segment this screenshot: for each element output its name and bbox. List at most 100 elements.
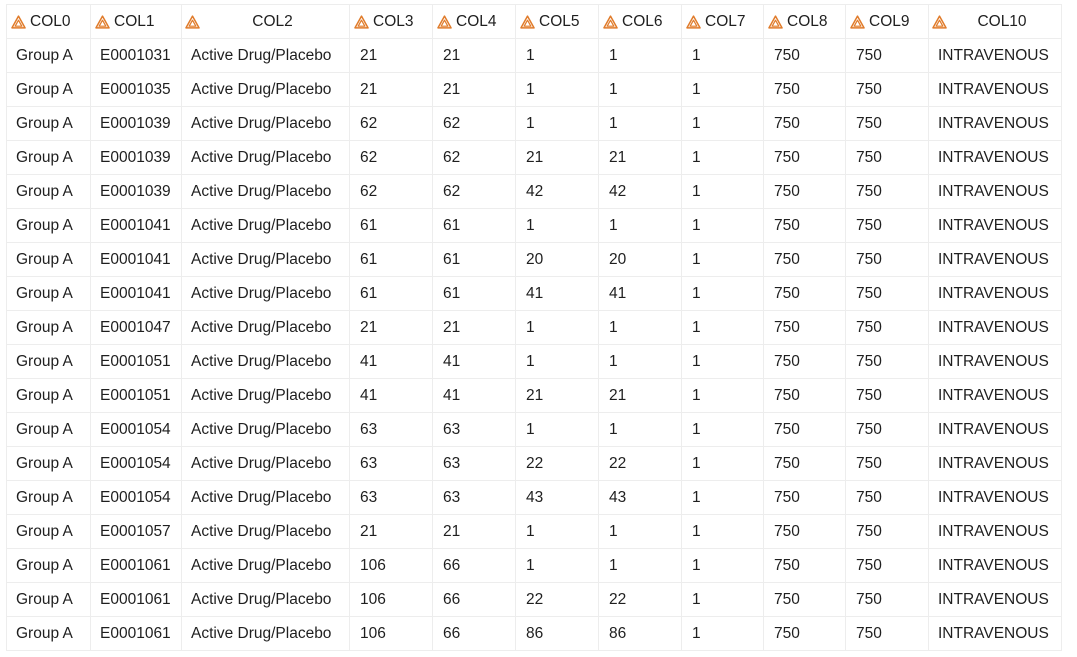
table-cell-col8[interactable]: 750 (763, 480, 846, 515)
table-row[interactable]: Group A E0001054 Active Drug/Placebo 63 63 1 1… (6, 412, 1062, 447)
table-cell-col0[interactable]: Group A (6, 106, 91, 141)
table-row[interactable]: Group A E0001041 Active Drug/Placebo 61 61 1 1… (6, 208, 1062, 243)
column-header-col2[interactable]: COL2 (181, 4, 350, 39)
table-cell-col10[interactable]: INTRAVENOUS (928, 208, 1062, 243)
table-cell-col9[interactable]: 750 (845, 242, 929, 277)
table-cell-col2[interactable]: Active Drug/Placebo (181, 208, 350, 243)
table-cell-col6[interactable]: 1 (598, 514, 682, 549)
table-cell-col0[interactable]: Group A (6, 412, 91, 447)
table-cell-col1[interactable]: E0001039 (90, 140, 182, 175)
table-cell-col8[interactable]: 750 (763, 140, 846, 175)
table-cell-col2[interactable]: Active Drug/Placebo (181, 310, 350, 345)
table-cell-col1[interactable]: E0001061 (90, 548, 182, 583)
table-cell-col5[interactable]: 20 (515, 242, 599, 277)
table-cell-col7[interactable]: 1 (681, 106, 764, 141)
table-cell-col8[interactable]: 750 (763, 344, 846, 379)
table-cell-col1[interactable]: E0001054 (90, 480, 182, 515)
table-cell-col2[interactable]: Active Drug/Placebo (181, 38, 350, 73)
table-cell-col0[interactable]: Group A (6, 378, 91, 413)
table-cell-col4[interactable]: 21 (432, 310, 516, 345)
column-header-col8[interactable]: COL8 (763, 4, 846, 39)
table-cell-col4[interactable]: 66 (432, 548, 516, 583)
column-header-col3[interactable]: COL3 (349, 4, 433, 39)
table-cell-col3[interactable]: 41 (349, 378, 433, 413)
table-cell-col7[interactable]: 1 (681, 378, 764, 413)
table-cell-col7[interactable]: 1 (681, 412, 764, 447)
table-cell-col3[interactable]: 106 (349, 548, 433, 583)
table-cell-col4[interactable]: 63 (432, 446, 516, 481)
table-cell-col2[interactable]: Active Drug/Placebo (181, 548, 350, 583)
table-cell-col5[interactable]: 1 (515, 310, 599, 345)
table-cell-col1[interactable]: E0001039 (90, 174, 182, 209)
table-cell-col8[interactable]: 750 (763, 446, 846, 481)
table-cell-col2[interactable]: Active Drug/Placebo (181, 72, 350, 107)
table-cell-col9[interactable]: 750 (845, 72, 929, 107)
table-cell-col6[interactable]: 21 (598, 140, 682, 175)
table-cell-col9[interactable]: 750 (845, 412, 929, 447)
table-cell-col1[interactable]: E0001061 (90, 616, 182, 651)
table-cell-col8[interactable]: 750 (763, 242, 846, 277)
table-cell-col0[interactable]: Group A (6, 548, 91, 583)
table-cell-col1[interactable]: E0001039 (90, 106, 182, 141)
table-cell-col10[interactable]: INTRAVENOUS (928, 276, 1062, 311)
table-cell-col7[interactable]: 1 (681, 208, 764, 243)
column-header-col4[interactable]: COL4 (432, 4, 516, 39)
table-cell-col5[interactable]: 22 (515, 446, 599, 481)
table-cell-col5[interactable]: 1 (515, 38, 599, 73)
table-cell-col1[interactable]: E0001031 (90, 38, 182, 73)
table-cell-col10[interactable]: INTRAVENOUS (928, 72, 1062, 107)
table-cell-col3[interactable]: 63 (349, 446, 433, 481)
table-cell-col7[interactable]: 1 (681, 72, 764, 107)
table-row[interactable]: Group A E0001039 Active Drug/Placebo 62 62 42… (6, 174, 1062, 209)
table-cell-col10[interactable]: INTRAVENOUS (928, 310, 1062, 345)
table-cell-col2[interactable]: Active Drug/Placebo (181, 480, 350, 515)
table-cell-col8[interactable]: 750 (763, 72, 846, 107)
table-cell-col5[interactable]: 21 (515, 140, 599, 175)
table-cell-col8[interactable]: 750 (763, 616, 846, 651)
table-cell-col2[interactable]: Active Drug/Placebo (181, 412, 350, 447)
table-cell-col0[interactable]: Group A (6, 480, 91, 515)
table-cell-col10[interactable]: INTRAVENOUS (928, 106, 1062, 141)
table-cell-col2[interactable]: Active Drug/Placebo (181, 514, 350, 549)
table-cell-col7[interactable]: 1 (681, 582, 764, 617)
table-cell-col2[interactable]: Active Drug/Placebo (181, 174, 350, 209)
table-cell-col5[interactable]: 1 (515, 548, 599, 583)
table-cell-col7[interactable]: 1 (681, 514, 764, 549)
table-cell-col4[interactable]: 21 (432, 72, 516, 107)
table-cell-col7[interactable]: 1 (681, 38, 764, 73)
column-header-col10[interactable]: COL10 (928, 4, 1062, 39)
table-cell-col1[interactable]: E0001041 (90, 242, 182, 277)
table-cell-col9[interactable]: 750 (845, 208, 929, 243)
table-cell-col0[interactable]: Group A (6, 446, 91, 481)
table-cell-col10[interactable]: INTRAVENOUS (928, 140, 1062, 175)
table-cell-col7[interactable]: 1 (681, 140, 764, 175)
table-cell-col10[interactable]: INTRAVENOUS (928, 344, 1062, 379)
table-cell-col4[interactable]: 66 (432, 582, 516, 617)
table-cell-col6[interactable]: 86 (598, 616, 682, 651)
table-cell-col9[interactable]: 750 (845, 106, 929, 141)
table-cell-col3[interactable]: 21 (349, 310, 433, 345)
table-row[interactable]: Group A E0001057 Active Drug/Placebo 21 21 1 1… (6, 514, 1062, 549)
table-cell-col10[interactable]: INTRAVENOUS (928, 548, 1062, 583)
table-cell-col6[interactable]: 1 (598, 72, 682, 107)
column-header-col9[interactable]: COL9 (845, 4, 929, 39)
table-cell-col8[interactable]: 750 (763, 276, 846, 311)
table-cell-col8[interactable]: 750 (763, 412, 846, 447)
column-header-col6[interactable]: COL6 (598, 4, 682, 39)
table-cell-col9[interactable]: 750 (845, 548, 929, 583)
table-cell-col9[interactable]: 750 (845, 582, 929, 617)
table-row[interactable]: Group A E0001039 Active Drug/Placebo 62 62 21… (6, 140, 1062, 175)
table-cell-col6[interactable]: 1 (598, 106, 682, 141)
table-cell-col3[interactable]: 61 (349, 242, 433, 277)
table-cell-col1[interactable]: E0001051 (90, 344, 182, 379)
table-cell-col7[interactable]: 1 (681, 446, 764, 481)
column-header-col5[interactable]: COL5 (515, 4, 599, 39)
table-cell-col0[interactable]: Group A (6, 72, 91, 107)
table-cell-col5[interactable]: 1 (515, 344, 599, 379)
table-cell-col5[interactable]: 1 (515, 72, 599, 107)
table-cell-col8[interactable]: 750 (763, 174, 846, 209)
table-cell-col1[interactable]: E0001057 (90, 514, 182, 549)
table-cell-col6[interactable]: 1 (598, 38, 682, 73)
table-cell-col3[interactable]: 21 (349, 514, 433, 549)
table-cell-col4[interactable]: 63 (432, 412, 516, 447)
